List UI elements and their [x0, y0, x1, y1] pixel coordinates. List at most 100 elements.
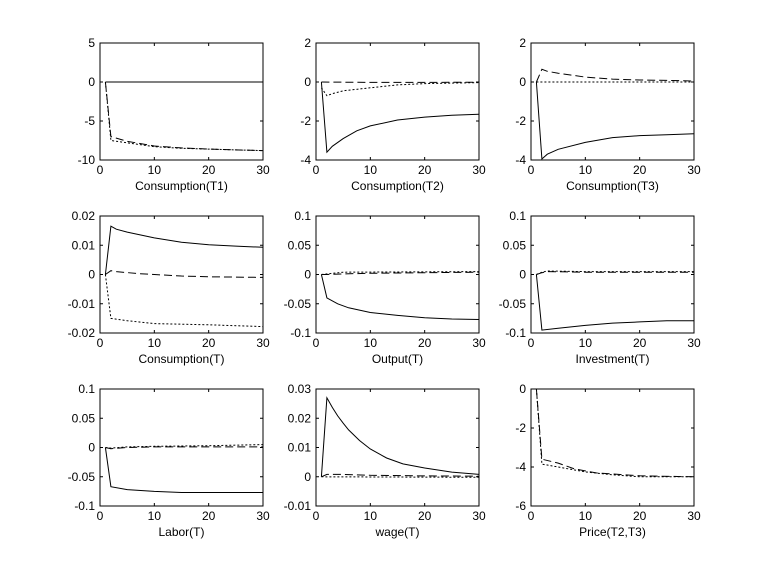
y-tick-label: 0 [519, 268, 526, 282]
y-tick-label: -0.1 [74, 499, 95, 513]
y-tick-label: 0 [519, 75, 526, 89]
x-tick-label: 30 [256, 509, 270, 523]
y-tick-label: -0.02 [68, 326, 96, 340]
x-axis-label: Investment(T) [575, 352, 649, 366]
x-tick-label: 10 [148, 336, 162, 350]
y-tick-label: 0.02 [72, 209, 96, 223]
y-tick-label: 0.05 [72, 411, 96, 425]
series-line-dotted [321, 271, 480, 275]
x-tick-label: 0 [313, 163, 320, 177]
x-tick-label: 20 [418, 336, 432, 350]
series-line-solid [535, 81, 695, 161]
series-line-dotted [536, 270, 694, 275]
x-axis-label: Consumption(T2) [351, 179, 444, 193]
x-axis-label: Price(T2,T3) [579, 525, 646, 539]
x-tick-label: 0 [528, 509, 535, 523]
x-tick-label: 20 [633, 336, 647, 350]
y-tick-label: -0.1 [505, 326, 526, 340]
x-tick-label: 10 [148, 509, 162, 523]
x-axis-label: Consumption(T) [138, 352, 224, 366]
x-tick-label: 30 [472, 509, 486, 523]
x-tick-label: 0 [313, 336, 320, 350]
y-tick-label: 0.01 [72, 238, 96, 252]
series-line-dashed [535, 68, 695, 83]
axes-box [99, 42, 264, 161]
y-tick-label: -0.05 [68, 470, 96, 484]
y-tick-label: 5 [88, 36, 95, 50]
series-line-solid [320, 81, 480, 154]
series-line-solid [320, 274, 480, 320]
subplot-9: 0 10 20 30 0 -2 -4 -6 Price(T2,T3) [515, 382, 701, 539]
x-tick-label: 0 [528, 163, 535, 177]
y-tick-label: 0 [88, 75, 95, 89]
y-tick-label: -2 [515, 114, 526, 128]
axes-box [99, 388, 264, 507]
series-line-dashed [105, 446, 263, 450]
y-tick-label: 0 [304, 268, 311, 282]
subplot-4: 0 10 20 30 0.02 0.01 0 -0.01 -0.02 Consumption(T) [68, 209, 270, 366]
y-tick-label: 0 [88, 441, 95, 455]
x-axis-label: Consumption(T1) [135, 179, 228, 193]
y-tick-label: 0.1 [294, 209, 311, 223]
subplot-6: 0 10 20 30 0.1 0.05 0 -0.05 -0.1 Investment(T) [499, 209, 701, 366]
series-line-dotted [320, 82, 480, 97]
y-tick-label: 0.01 [288, 441, 312, 455]
axes-box [315, 215, 480, 334]
y-tick-label: 0 [304, 470, 311, 484]
x-tick-label: 0 [97, 509, 104, 523]
y-tick-label: -0.1 [290, 326, 311, 340]
axes-box [315, 42, 480, 161]
y-tick-label: -5 [84, 114, 95, 128]
x-tick-label: 20 [202, 509, 216, 523]
y-tick-label: -6 [515, 499, 526, 513]
series-line-solid [104, 225, 264, 275]
y-tick-label: -0.01 [68, 297, 96, 311]
y-tick-label: -0.01 [284, 499, 312, 513]
x-tick-label: 20 [418, 509, 432, 523]
series-line-dotted [104, 81, 264, 152]
series-line-dashed [535, 388, 695, 478]
x-tick-label: 10 [148, 163, 162, 177]
x-tick-label: 10 [579, 336, 593, 350]
x-tick-label: 30 [256, 163, 270, 177]
x-tick-label: 10 [579, 509, 593, 523]
y-tick-label: 0.02 [288, 411, 312, 425]
x-axis-label: Labor(T) [158, 525, 204, 539]
x-tick-label: 30 [472, 163, 486, 177]
subplot-1: 0 10 20 30 5 0 -5 -10 Consumption(T1) [78, 36, 270, 193]
x-tick-label: 20 [202, 163, 216, 177]
x-tick-label: 20 [633, 509, 647, 523]
axes-box [315, 388, 480, 507]
series-line-dashed [536, 271, 694, 275]
y-tick-label: -2 [300, 114, 311, 128]
y-tick-label: 2 [519, 36, 526, 50]
y-tick-label: 0.03 [288, 382, 312, 396]
x-axis-label: Consumption(T3) [566, 179, 659, 193]
x-tick-label: 30 [256, 336, 270, 350]
y-tick-label: -2 [515, 421, 526, 435]
x-tick-label: 30 [687, 163, 701, 177]
axes-box [530, 42, 695, 161]
x-tick-label: 0 [97, 336, 104, 350]
y-tick-label: 0 [304, 75, 311, 89]
y-tick-label: 0 [88, 268, 95, 282]
x-tick-label: 0 [313, 509, 320, 523]
y-tick-label: -10 [78, 153, 96, 167]
x-tick-label: 0 [528, 336, 535, 350]
y-tick-label: -0.05 [284, 297, 312, 311]
series-line-dotted [105, 444, 264, 449]
y-tick-label: 0.05 [503, 238, 527, 252]
x-tick-label: 30 [472, 336, 486, 350]
series-line-solid [320, 396, 480, 477]
y-tick-label: 0 [519, 382, 526, 396]
y-tick-label: 0.1 [509, 209, 526, 223]
x-tick-label: 10 [364, 509, 378, 523]
series-line-dotted [104, 274, 264, 328]
series-line-dashed [105, 270, 264, 278]
y-tick-label: 0.05 [288, 238, 312, 252]
x-tick-label: 20 [202, 336, 216, 350]
x-tick-label: 30 [687, 509, 701, 523]
